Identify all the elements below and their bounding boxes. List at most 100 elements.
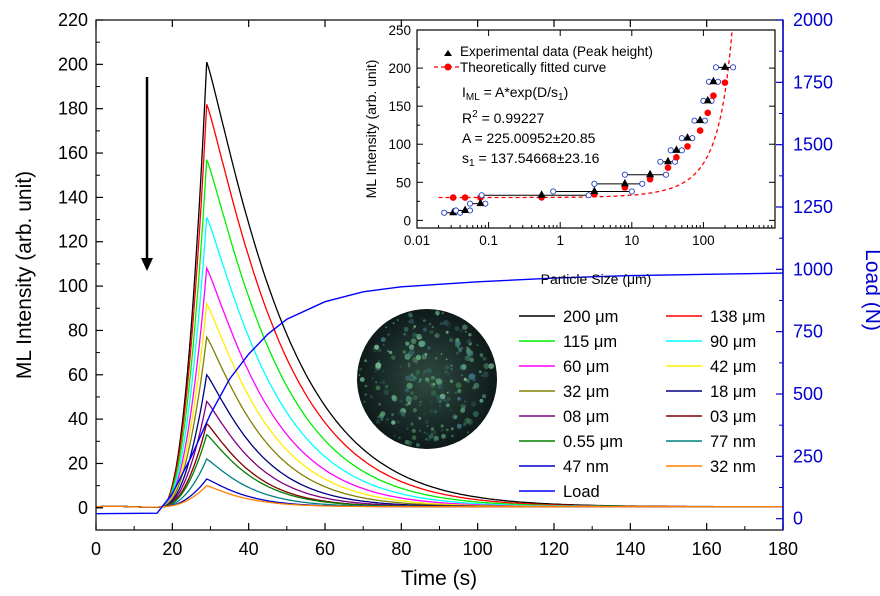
- glow-speckle: [472, 385, 476, 390]
- glow-speckle: [445, 428, 449, 432]
- glow-speckle: [388, 350, 393, 355]
- down-arrow: [141, 77, 153, 271]
- glow-speckle: [458, 347, 461, 350]
- inset-y-tick-label: 100: [388, 137, 411, 152]
- y-tick-label: 220: [58, 10, 88, 30]
- experimental-marker: [444, 50, 452, 56]
- glow-speckle: [359, 377, 365, 382]
- fitted-point: [673, 154, 680, 161]
- glow-speckle: [488, 363, 495, 369]
- glow-speckle: [374, 344, 380, 350]
- fit-s1-value: s1 = 137.54668±23.16: [462, 150, 600, 169]
- glow-speckle: [464, 355, 471, 362]
- error-cap-left: [667, 147, 674, 154]
- glow-speckle: [457, 397, 461, 401]
- glow-speckle: [396, 420, 400, 424]
- glow-speckle: [462, 324, 468, 330]
- glow-speckle: [391, 395, 397, 400]
- glow-speckle: [411, 435, 417, 441]
- glow-speckle: [441, 433, 446, 439]
- glow-speckle: [392, 322, 395, 325]
- glow-speckle: [468, 373, 475, 380]
- glow-speckle: [402, 350, 407, 354]
- glow-speckle: [455, 338, 460, 343]
- legend-fitted: Theoretically fitted curve: [460, 60, 606, 75]
- glow-speckle: [454, 326, 460, 331]
- glow-speckle: [466, 339, 472, 345]
- glow-speckle: [383, 389, 390, 396]
- data-point: [696, 115, 705, 124]
- glow-speckle: [384, 384, 389, 389]
- glow-speckle: [412, 327, 415, 330]
- glow-speckle: [479, 353, 484, 357]
- glow-speckle: [443, 399, 446, 402]
- data-point: [683, 133, 692, 141]
- glow-speckle: [429, 323, 432, 326]
- glow-speckle: [418, 380, 421, 383]
- glow-speckle: [428, 438, 431, 442]
- inset-x-tick-label: 10: [624, 233, 639, 248]
- x-tick-label: 80: [391, 539, 411, 559]
- legend-label: 200 μm: [563, 308, 618, 326]
- glow-speckle: [425, 377, 429, 382]
- x-axis-label: Time (s): [401, 567, 477, 590]
- glow-speckle: [407, 362, 411, 366]
- glow-speckle: [382, 370, 385, 373]
- glow-speckle: [483, 363, 490, 370]
- glow-speckle: [415, 373, 419, 378]
- glow-speckle: [438, 384, 445, 391]
- data-point: [720, 62, 729, 70]
- legend-label: 138 μm: [710, 308, 765, 326]
- glow-speckle: [423, 319, 426, 322]
- inset-x-tick-label: 1: [556, 233, 564, 248]
- glow-speckle: [415, 333, 419, 337]
- glow-speckle: [437, 397, 444, 403]
- glow-speckle: [375, 385, 381, 391]
- glow-speckle: [398, 436, 401, 440]
- x-tick-label: 120: [539, 539, 569, 559]
- glow-speckle: [482, 356, 487, 361]
- glow-speckle: [476, 344, 479, 347]
- y2-tick-label: 1250: [793, 197, 833, 217]
- y-tick-label: 80: [68, 320, 88, 340]
- error-cap-left: [478, 192, 485, 199]
- glow-speckle: [434, 378, 436, 380]
- glow-speckle: [430, 390, 437, 396]
- glow-speckle: [419, 334, 423, 338]
- glow-speckle: [456, 423, 462, 429]
- glow-speckle: [412, 395, 418, 400]
- glow-speckle: [449, 338, 453, 343]
- glow-speckle: [413, 325, 417, 328]
- legend-label: 08 μm: [563, 408, 609, 426]
- glow-speckle: [405, 341, 410, 346]
- glow-speckle: [419, 430, 422, 432]
- glow-speckle: [472, 411, 479, 417]
- glow-speckle: [433, 435, 439, 441]
- error-cap-left: [441, 209, 448, 216]
- x-tick-label: 180: [768, 539, 798, 559]
- glow-speckle: [391, 420, 396, 425]
- data-point: [703, 95, 712, 104]
- fitted-point: [646, 175, 654, 183]
- glow-speckle: [396, 319, 400, 322]
- glow-speckle: [408, 365, 410, 368]
- glow-speckle: [429, 330, 434, 335]
- data-point: [476, 198, 485, 207]
- glow-speckle: [382, 343, 385, 346]
- main-axes: 0 20 40 60 80 100 120 140 160 1800204060801001201…: [58, 10, 833, 559]
- glow-speckle: [416, 362, 418, 365]
- glow-speckle: [479, 398, 484, 403]
- y-tick-label: 180: [58, 99, 88, 119]
- glow-speckle: [408, 344, 415, 350]
- glow-speckle: [441, 429, 444, 432]
- glow-speckle: [457, 389, 462, 393]
- glow-speckle: [410, 378, 413, 382]
- fit-equations: IML = A*exp(D/s1) R2 = 0.99227 A = 225.0…: [462, 84, 600, 169]
- glow-speckle: [434, 333, 440, 339]
- glow-speckle: [442, 322, 445, 324]
- error-cap-right: [730, 64, 737, 71]
- legend-label: 0.55 μm: [563, 433, 623, 451]
- glow-speckle: [460, 408, 465, 413]
- error-cap-left: [591, 180, 598, 187]
- glow-speckle: [458, 328, 464, 334]
